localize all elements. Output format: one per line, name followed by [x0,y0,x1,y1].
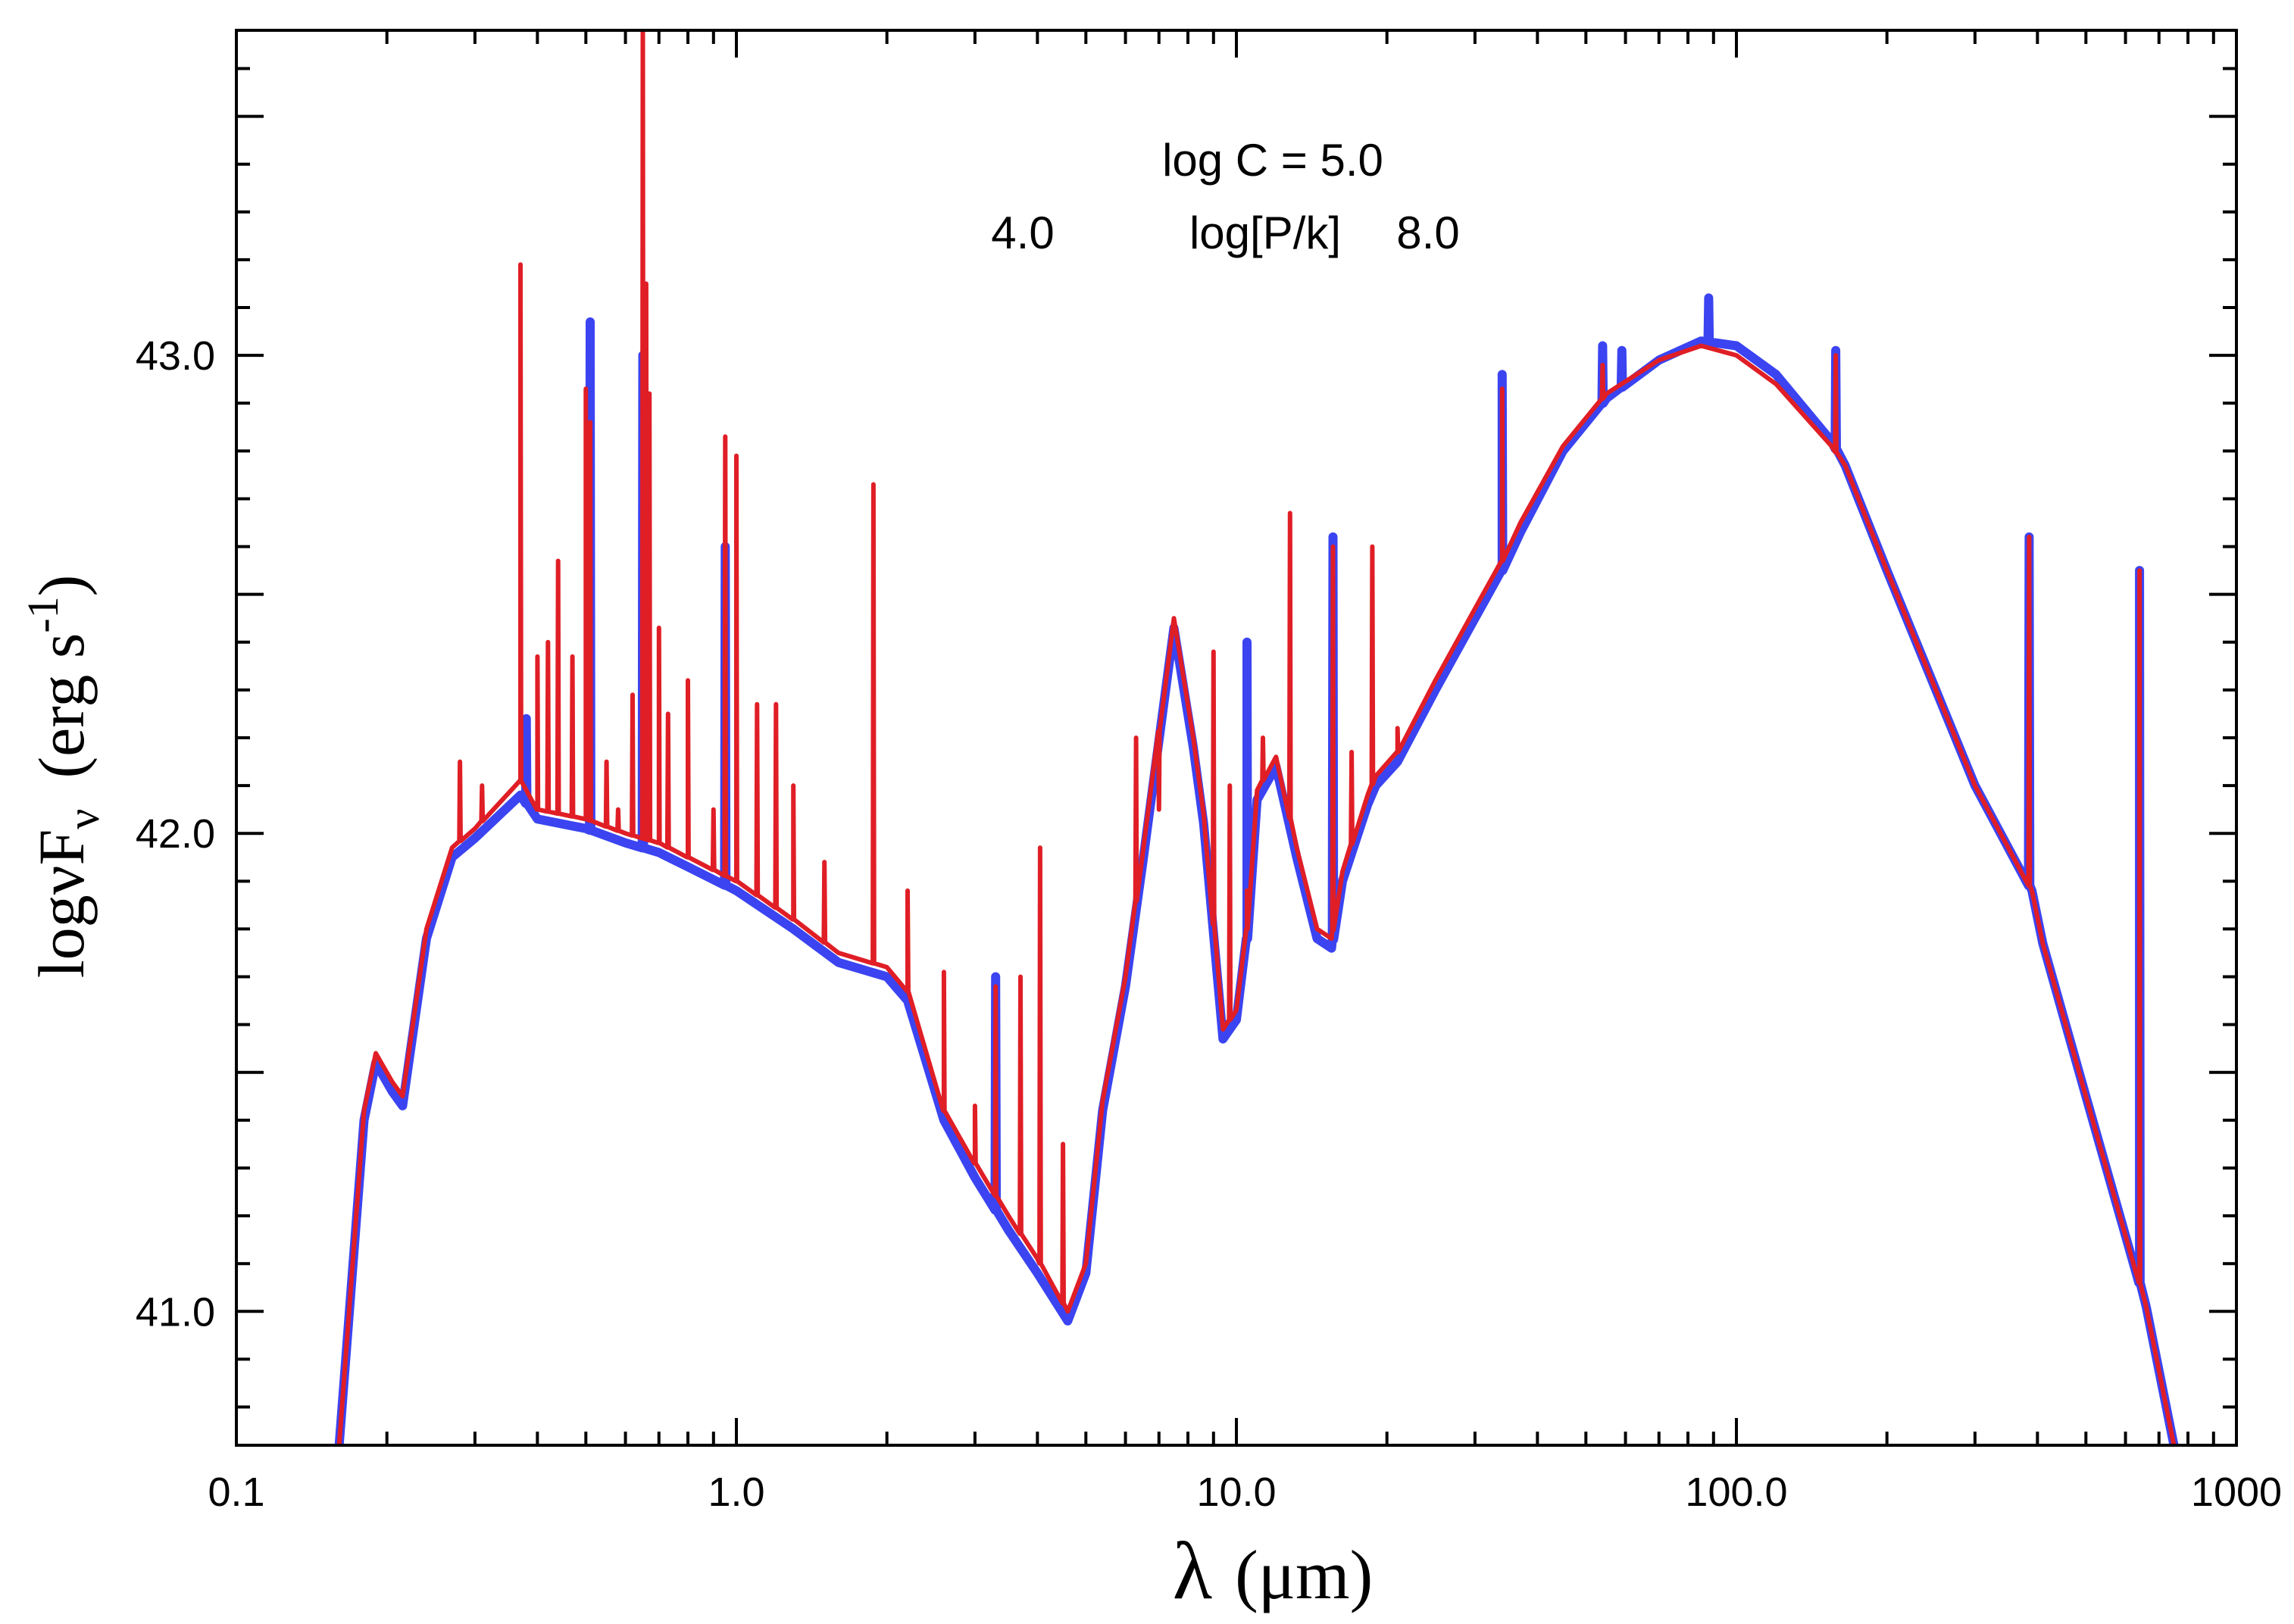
labels-layer: 0.1 1.0 10.0 100.0 1000 41.0 42.0 43.0 [136,333,2282,1515]
y-axis-subscript: ν [58,809,108,829]
series-line-1 [336,30,2177,1445]
annotation-high-value: 8.0 [1396,208,1459,258]
y-axis-title: logνFν (erg s-1) [18,575,108,979]
x-tick-label: 0.1 [208,1469,264,1515]
y-tick-label: 43.0 [136,333,215,379]
y-axis-superscript: -1 [18,596,67,632]
annotation-low-value: 4.0 [991,208,1054,258]
y-tick-label: 41.0 [136,1289,215,1335]
y-axis-prefix: logνF [25,829,98,979]
x-tick-label: 100.0 [1685,1469,1787,1515]
series-layer [334,30,2179,1445]
x-tick-label: 1.0 [708,1469,764,1515]
y-tick-label: 42.0 [136,811,215,857]
x-axis-unit: (μm) [1235,1536,1373,1613]
y-axis-unit: (erg s [25,633,98,779]
x-axis-symbol: λ [1173,1526,1212,1616]
x-tick-label: 10.0 [1196,1469,1276,1515]
x-tick-label: 1000 [2191,1469,2282,1515]
y-axis-close: ) [25,575,98,597]
x-axis-title: λ (μm) [1173,1526,1374,1616]
plot-frame [235,29,2238,1447]
annotation-pk-label: log[P/k] [1189,208,1341,258]
annotation-log-c: log C = 5.0 [1162,135,1383,186]
